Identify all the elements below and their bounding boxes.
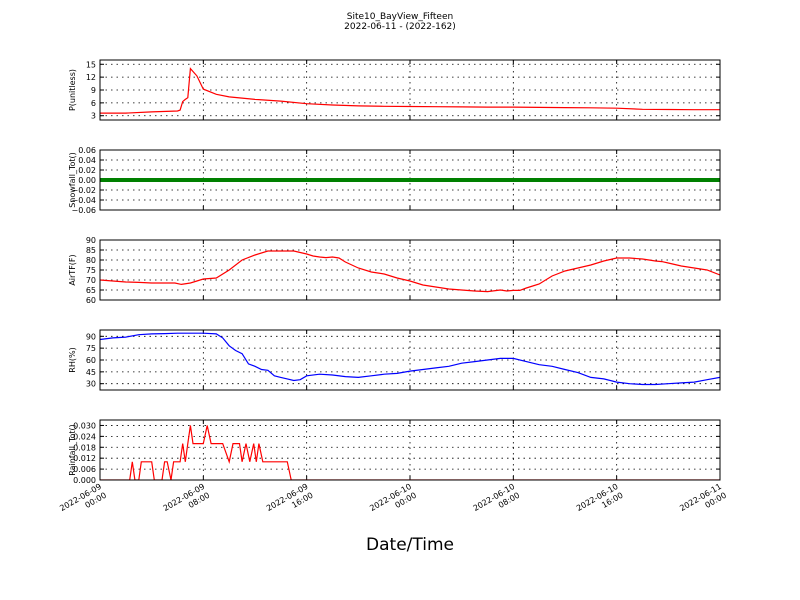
y-tick-label: −0.02 <box>71 186 96 195</box>
y-tick-label: 6 <box>91 99 96 108</box>
axes-frame <box>99 329 721 391</box>
y-tick-label: 15 <box>86 60 96 69</box>
y-tick-label: 90 <box>86 236 96 245</box>
y-axis-label: Rainfall_Tot() <box>68 424 77 476</box>
subplots: 3691215P(unitless)−0.06−0.04−0.020.000.0… <box>68 59 721 485</box>
y-tick-label: 0.012 <box>73 454 96 463</box>
subplot-snowfall: −0.06−0.04−0.020.000.020.040.06Snowfall_… <box>68 146 721 215</box>
axes-frame <box>99 419 721 481</box>
subplot-rainfall: 0.000 0.006 0.012 0.018 0.024 0.030Rainfall_T… <box>68 419 721 485</box>
y-tick-label: 0.06 <box>78 146 96 155</box>
y-axis-label: RH(%) <box>68 347 77 372</box>
axes-frame <box>99 59 721 121</box>
figure-subtitle: 2022-06-11 - (2022-162) <box>344 22 456 32</box>
y-tick-label: 70 <box>86 276 96 285</box>
y-tick-label: 45 <box>86 368 96 377</box>
y-tick-label: 0.024 <box>73 432 96 441</box>
y-tick-label: 0.00 <box>78 176 96 185</box>
subplot-humidity: 30 45 60 75 90 RH(%) <box>68 329 721 391</box>
y-tick-label: −0.04 <box>71 196 96 205</box>
series-line-rainfall <box>100 425 720 480</box>
series-line-air-temp <box>100 250 720 293</box>
y-tick-label: 12 <box>86 73 96 82</box>
y-tick-label: 0.006 <box>73 465 96 474</box>
x-axis-label: Date/Time <box>366 535 454 555</box>
y-tick-label: 75 <box>86 344 96 353</box>
y-tick-label: 3 <box>91 112 96 121</box>
series-line-humidity <box>100 332 720 386</box>
y-axis-label: AirTF(F) <box>68 254 77 285</box>
y-tick-label: 0.000 <box>73 476 96 485</box>
axes-frame <box>99 149 721 211</box>
y-tick-label: 85 <box>86 246 96 255</box>
y-tick-label: 80 <box>86 256 96 265</box>
y-tick-label: 0.018 <box>73 443 96 452</box>
y-tick-label: 0.02 <box>78 166 96 175</box>
y-tick-label: 75 <box>86 266 96 275</box>
series-line-pressure <box>100 67 720 114</box>
y-tick-label: 90 <box>86 332 96 341</box>
y-tick-label: 0.030 <box>73 421 96 430</box>
y-tick-label: 65 <box>86 286 96 295</box>
y-tick-label: 30 <box>86 380 96 389</box>
figure-title: Site10_BayView_Fifteen <box>347 12 453 22</box>
y-tick-label: −0.06 <box>71 206 96 215</box>
axes-frame <box>99 239 721 301</box>
y-tick-label: 9 <box>91 86 96 95</box>
y-tick-label: 0.04 <box>78 156 96 165</box>
y-tick-label: 60 <box>86 296 96 305</box>
y-axis-label: Snowfall_Tot() <box>68 152 77 208</box>
y-axis-label: P(unitless) <box>68 69 77 111</box>
subplot-pressure: 3 6 9 12 15 P(unitless) <box>68 59 721 121</box>
y-tick-label: 60 <box>86 356 96 365</box>
